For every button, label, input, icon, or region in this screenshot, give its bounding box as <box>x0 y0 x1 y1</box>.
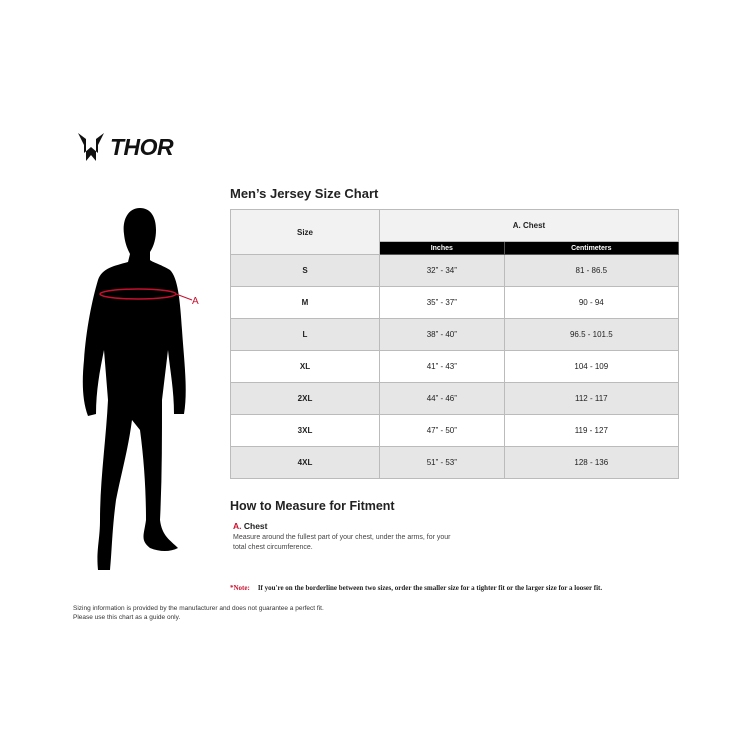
body-silhouette: A <box>82 208 199 570</box>
cell-in: 51” - 53” <box>379 446 505 479</box>
table-row: M 35” - 37” 90 - 94 <box>230 286 680 319</box>
cell-cm: 96.5 - 101.5 <box>503 318 680 351</box>
disclaimer-line: Sizing information is provided by the ma… <box>73 605 324 612</box>
disclaimer: Sizing information is provided by the ma… <box>73 604 324 622</box>
table-row: 2XL 44” - 46” 112 - 117 <box>230 382 680 415</box>
cell-cm: 112 - 117 <box>503 382 680 415</box>
chest-description: Measure around the fullest part of your … <box>233 534 451 551</box>
cell-cm: 81 - 86.5 <box>503 254 680 287</box>
marker-a: A <box>192 296 199 307</box>
cell-in: 44” - 46” <box>379 382 505 415</box>
cell-cm: 104 - 109 <box>503 350 680 383</box>
chest-label: A. Chest <box>233 521 268 531</box>
cm-header: Centimeters <box>503 241 680 255</box>
cell-cm: 90 - 94 <box>503 286 680 319</box>
note-text: If you're on the borderline between two … <box>257 584 603 592</box>
cell-cm: 128 - 136 <box>503 446 680 479</box>
cell-size: S <box>230 254 380 287</box>
chest-label-text: Chest <box>243 521 268 531</box>
cell-size: 2XL <box>230 382 380 415</box>
disclaimer-line: Please use this chart as a guide only. <box>73 614 181 621</box>
logo-text: THOR <box>110 133 174 160</box>
size-table: Size A. Chest Inches Centimeters S 32” - … <box>230 209 680 479</box>
chest-letter: A. <box>233 521 242 531</box>
cell-in: 41” - 43” <box>379 350 505 383</box>
fit-note: *Note: If you're on the borderline betwee… <box>230 584 602 592</box>
chest-header: A. Chest <box>379 209 679 242</box>
cell-size: XL <box>230 350 380 383</box>
chart-title: Men’s Jersey Size Chart <box>230 186 379 201</box>
cell-cm: 119 - 127 <box>503 414 680 447</box>
cell-size: 4XL <box>230 446 380 479</box>
table-row: L 38” - 40” 96.5 - 101.5 <box>230 318 680 351</box>
note-prefix: *Note: <box>230 584 250 592</box>
measure-heading: How to Measure for Fitment <box>230 499 395 513</box>
cell-in: 32” - 34” <box>379 254 505 287</box>
thor-logo-icon <box>78 133 104 161</box>
cell-in: 38” - 40” <box>379 318 505 351</box>
inches-header: Inches <box>379 241 505 255</box>
cell-size: L <box>230 318 380 351</box>
size-header: Size <box>230 209 380 255</box>
cell-size: M <box>230 286 380 319</box>
marker-leader-line <box>175 293 193 301</box>
table-row: S 32” - 34” 81 - 86.5 <box>230 254 680 287</box>
table-row: 4XL 51” - 53” 128 - 136 <box>230 446 680 479</box>
cell-in: 35” - 37” <box>379 286 505 319</box>
table-row: 3XL 47” - 50” 119 - 127 <box>230 414 680 447</box>
cell-size: 3XL <box>230 414 380 447</box>
thor-logo: THOR <box>78 133 174 161</box>
cell-in: 47” - 50” <box>379 414 505 447</box>
table-row: XL 41” - 43” 104 - 109 <box>230 350 680 383</box>
